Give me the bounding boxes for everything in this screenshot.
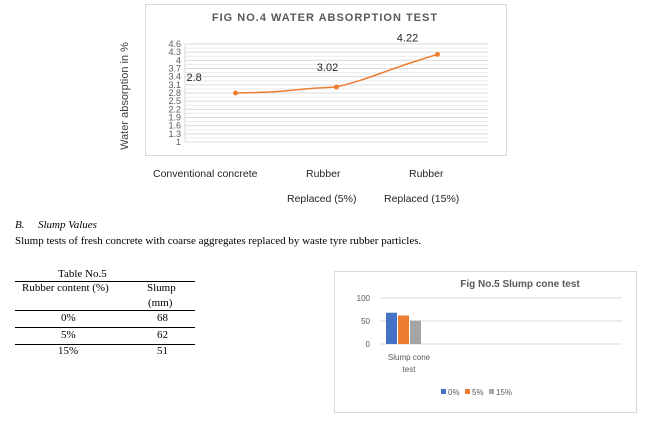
slump-chart-frame <box>334 271 637 413</box>
section-title: Slump Values <box>37 219 97 231</box>
chart1-y-tick-label: 3.7 <box>168 64 181 74</box>
chart2-y-tick-label: 100 <box>357 294 371 303</box>
chart2-bar-1 <box>398 315 409 344</box>
chart2-bar-2 <box>410 320 421 344</box>
chart1-title: FIG NO.4 WATER ABSORPTION TEST <box>211 12 439 24</box>
chart1-y-tick-label: 3.4 <box>168 72 181 82</box>
chart1-data-point <box>435 51 440 57</box>
table-header-unit: (mm) <box>148 297 173 309</box>
section-label: B. <box>15 219 25 231</box>
table-header-rule <box>15 310 195 311</box>
chart2-y-tick-label: 50 <box>361 317 370 326</box>
chart1-y-tick-label: 2.2 <box>168 104 181 114</box>
chart2-legend-label: 15% <box>496 388 512 397</box>
chart1-y-tick-label: 4.3 <box>168 47 181 57</box>
chart2-legend-swatch <box>441 389 446 394</box>
chart2-bar-0 <box>386 312 397 344</box>
chart1-data-point <box>334 84 339 90</box>
chart1-data-label: 2.8 <box>187 72 202 84</box>
table-row-1-slump: 62 <box>157 329 168 341</box>
section-heading: B. Slump Values <box>15 219 97 231</box>
chart1-y-tick-label: 1.9 <box>168 113 181 123</box>
table-top-rule <box>15 281 195 282</box>
chart1-data-label: 4.22 <box>397 32 418 44</box>
table-row-rule <box>15 344 195 345</box>
table-row-1-content: 5% <box>61 329 76 341</box>
chart1-x-tick-15-line2: Replaced (15%) <box>384 193 460 205</box>
chart1-y-tick-label: 1.6 <box>168 121 181 131</box>
chart1-data-point <box>233 90 238 96</box>
table-row-2-content: 15% <box>58 345 79 357</box>
chart1-data-label: 3.02 <box>317 62 338 74</box>
chart1-x-tick-5-line1: Rubber <box>306 168 341 180</box>
section-paragraph: Slump tests of fresh concrete with coars… <box>15 235 422 247</box>
table-header-slump: Slump <box>147 282 176 294</box>
chart2-category-label: test <box>403 365 417 374</box>
chart1-x-tick-conventional: Conventional concrete <box>153 168 258 180</box>
chart1-y-tick-label: 2.5 <box>168 96 181 106</box>
chart1-y-tick-label: 4 <box>176 55 181 65</box>
chart1-y-tick-label: 4.6 <box>168 39 181 49</box>
chart2-title: Fig No.5 Slump cone test <box>460 279 580 290</box>
chart1-y-tick-label: 1 <box>176 137 181 147</box>
chart2-legend-swatch <box>465 389 470 394</box>
chart1-x-tick-5-line2: Replaced (5%) <box>287 193 357 205</box>
table-row-2-slump: 51 <box>157 345 168 357</box>
chart2-legend-label: 5% <box>472 388 484 397</box>
chart2-y-tick-label: 0 <box>366 340 371 349</box>
water-absorption-chart-frame <box>145 4 507 156</box>
table-row-0-content: 0% <box>61 312 76 324</box>
chart1-x-tick-15-line1: Rubber <box>409 168 444 180</box>
table-row-0-slump: 68 <box>157 312 168 324</box>
table-row-rule <box>15 327 195 328</box>
chart2-category-label: Slump cone <box>388 353 431 362</box>
table-header-rubber: Rubber content (%) <box>22 282 109 294</box>
chart1-y-tick-label: 3.1 <box>168 80 181 90</box>
chart1-y-tick-label: 2.8 <box>168 88 181 98</box>
chart2-legend-swatch <box>489 389 494 394</box>
chart1-y-tick-label: 1.3 <box>168 129 181 139</box>
table-title: Table No.5 <box>58 268 107 280</box>
chart2-legend-label: 0% <box>448 388 460 397</box>
